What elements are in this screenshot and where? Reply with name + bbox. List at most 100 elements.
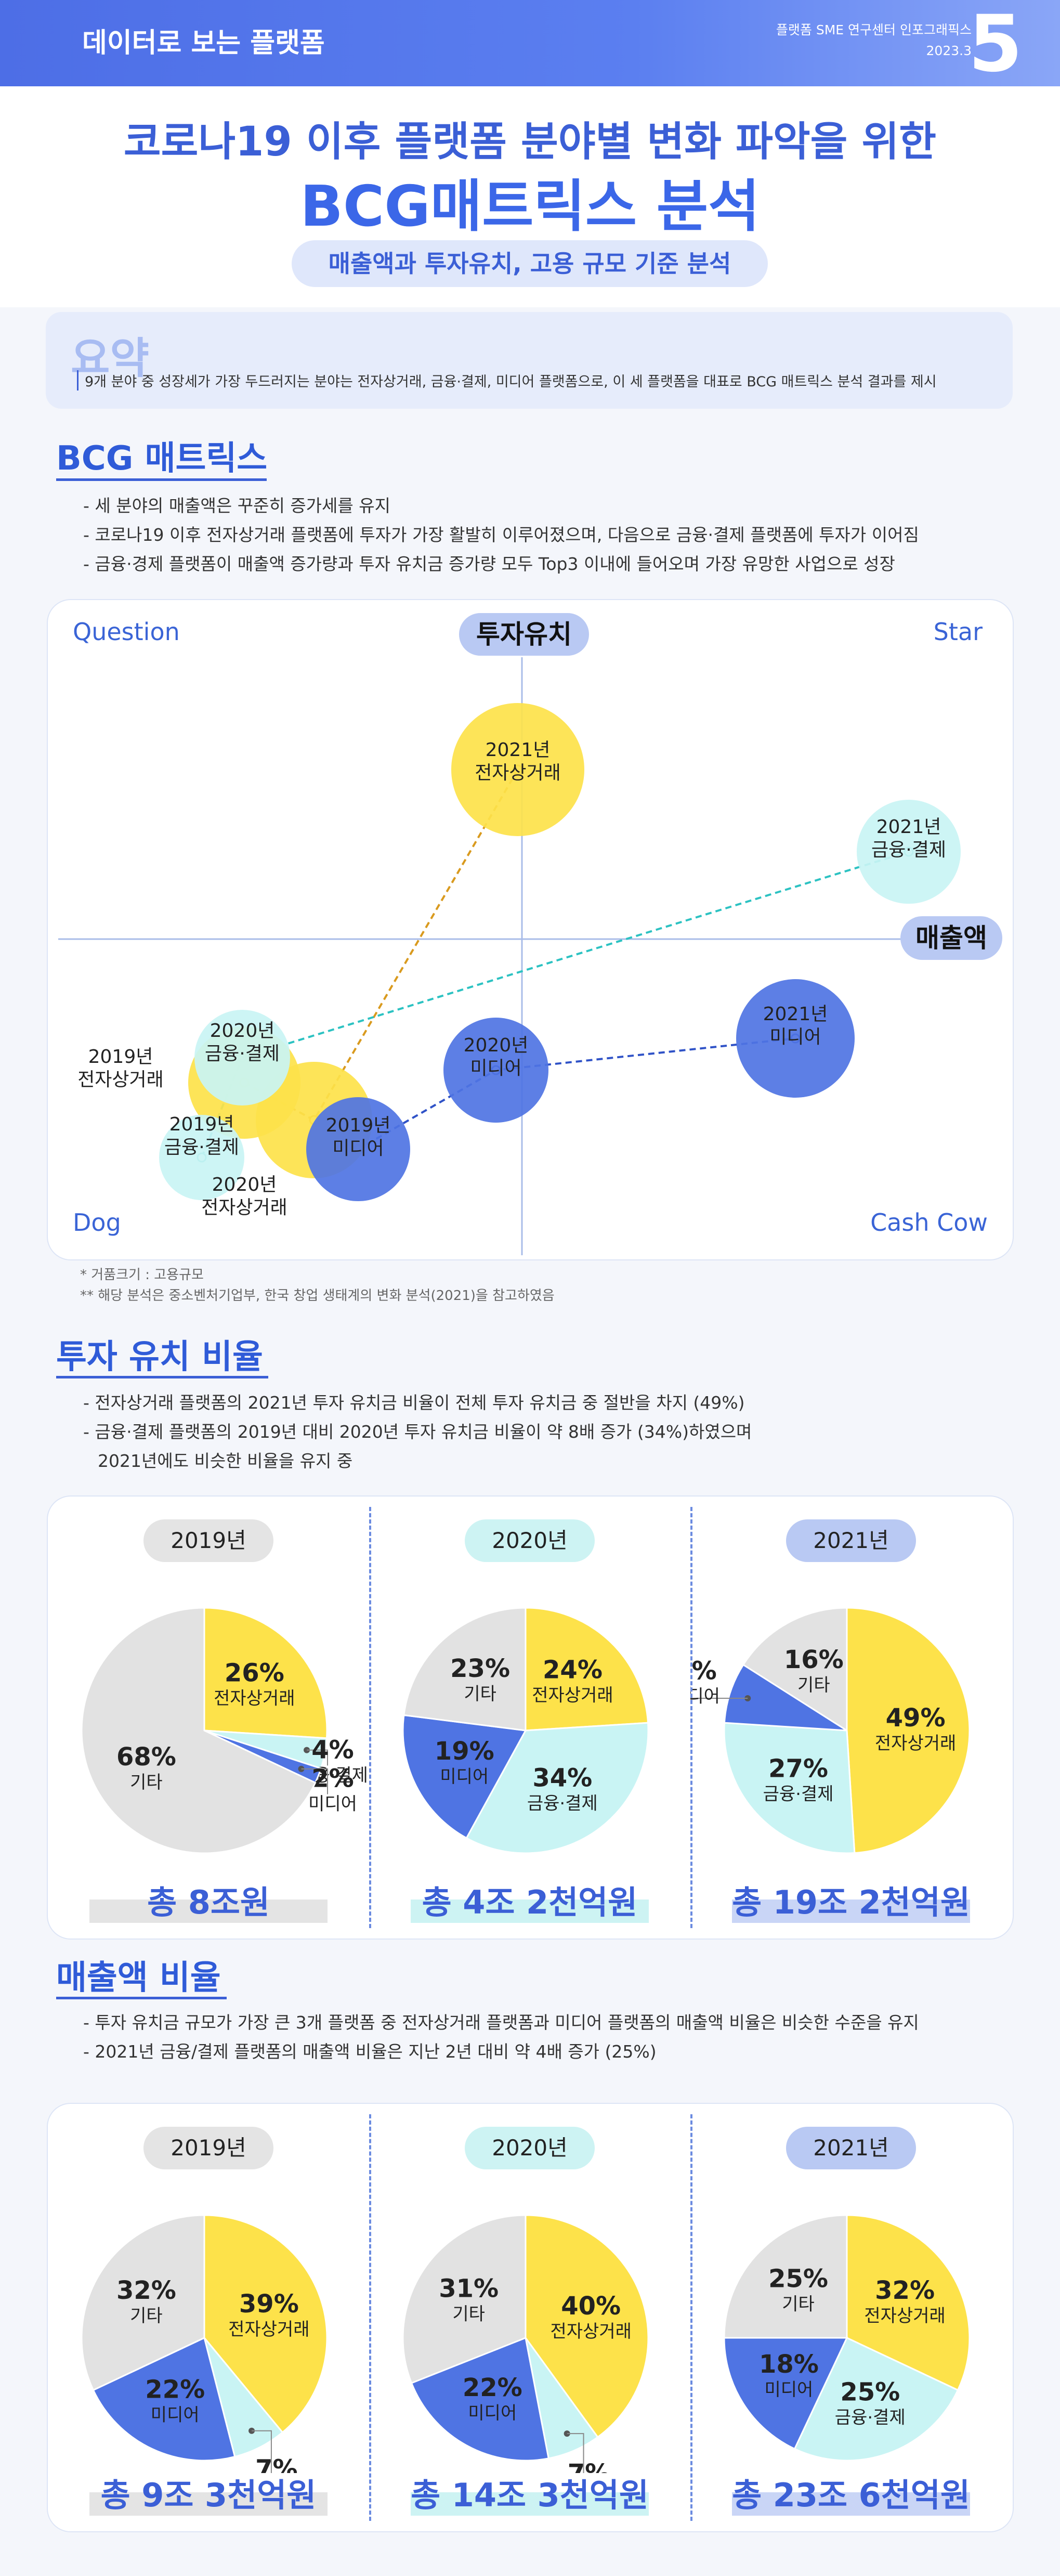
brand-title: 데이터로 보는 플랫폼 <box>82 28 325 59</box>
bubble-finance-2 <box>857 800 961 904</box>
org-info: 플랫폼 SME 연구센터 인포그래픽스 2023.3 <box>776 20 972 61</box>
pie-chart: 24%전자상거래 34%금융·결제 19%미디어 23%기타 <box>402 1607 649 1854</box>
slice-percent: 18% <box>759 2350 819 2379</box>
callout-line <box>301 1768 328 1794</box>
total-amount: 총 23조 6천억원 <box>732 2469 970 2516</box>
total-amount: 총 14조 3천억원 <box>411 2469 649 2516</box>
slice-percent: 32% <box>116 2276 176 2305</box>
pie-slice <box>203 2214 328 2434</box>
bubble-label: 2021년 미디어 <box>763 1004 828 1048</box>
pie-slice <box>403 1607 527 1732</box>
pie-slice <box>525 2214 649 2439</box>
slice-percent: 27% <box>768 1754 828 1783</box>
slice-name: 기타 <box>797 1675 830 1696</box>
slice-percent: 32% <box>875 2276 935 2305</box>
sales-title-underline <box>56 1997 227 1999</box>
slice-percent: 34% <box>532 1764 592 1793</box>
slice-name: 금융·결제 <box>835 2407 906 2428</box>
slice-percent: 8% <box>690 1656 717 1685</box>
summary-box: 요약 9개 분야 중 성장세가 가장 두드러지는 분야는 전자상거래, 금융·결… <box>46 312 1013 409</box>
callout-dot <box>564 2430 570 2437</box>
callout-line <box>690 1686 748 1699</box>
bubble-media-0 <box>306 1097 410 1201</box>
bubble-label: 2019년 미디어 <box>326 1115 391 1159</box>
bubble-label: 2021년 금융·결제 <box>871 816 946 861</box>
callout-line <box>252 2430 272 2473</box>
invest-bullet: - 전자상거래 플랫폼의 2021년 투자 유치금 비율이 전체 투자 유치금 … <box>83 1393 745 1413</box>
slice-percent: 19% <box>435 1737 494 1766</box>
bcg-chart-card: 2019년 전자상거래 2020년 전자상거래 2021년 전자상거래 2019년 금융·결제… <box>47 599 1014 1260</box>
pie-slice <box>793 2337 959 2462</box>
bcg-bullet: - 금융·경제 플랫폼이 매출액 증가량과 투자 유치금 증가량 모두 Top3… <box>83 554 895 574</box>
slice-name: 전자상거래 <box>532 1685 613 1706</box>
slice-name: 미디어 <box>440 1766 489 1787</box>
issue-number: 5 <box>968 0 1023 89</box>
pie-slice <box>92 2336 236 2462</box>
slice-percent: 40% <box>561 2292 621 2321</box>
column-divider <box>369 1507 371 1928</box>
bubble-ecommerce-2 <box>451 703 584 836</box>
sales-bullet: - 투자 유치금 규모가 가장 큰 3개 플랫폼 중 전자상거래 플랫폼과 미디… <box>83 2012 919 2033</box>
pie-slice <box>723 1663 847 1732</box>
slice-name: 미디어 <box>308 1794 357 1815</box>
slice-name: 전자상거래 <box>875 1733 956 1754</box>
pie-slice <box>723 1722 856 1854</box>
year-pill: 2020년 <box>465 2127 595 2169</box>
slice-percent: 24% <box>543 1656 603 1685</box>
bubble-label: 2019년 금융·결제 <box>164 1114 239 1158</box>
pie-slice <box>525 1607 649 1732</box>
quadrant-dog: Dog <box>73 1208 121 1237</box>
sales-section-title: 매출액 비율 <box>56 1959 221 1997</box>
slice-percent: 25% <box>768 2265 828 2294</box>
slice-name: 전자상거래 <box>214 1688 295 1709</box>
slice-percent: 68% <box>116 1742 176 1772</box>
slice-name: 전자상거래 <box>550 2321 631 2342</box>
quadrant-question: Question <box>73 618 180 646</box>
column-divider <box>690 1507 692 1928</box>
quadrant-cash-cow: Cash Cow <box>870 1208 988 1237</box>
bubble-label: 2021년 전자상거래 <box>475 739 561 784</box>
bubble-label: 2019년 전자상거래 <box>77 1046 164 1090</box>
bubble-finance-0 <box>159 1115 244 1200</box>
bubble-label: 2020년 전자상거래 <box>201 1174 287 1218</box>
invest-section-title: 투자 유치 비율 <box>56 1338 263 1376</box>
note-source: ** 해당 분석은 중소벤처기업부, 한국 창업 생태계의 변화 분석(2021… <box>80 1288 555 1304</box>
slice-percent: 49% <box>886 1703 946 1733</box>
sales-bullets: - 투자 유치금 규모가 가장 큰 3개 플랫폼 중 전자상거래 플랫폼과 미디… <box>83 2008 919 2066</box>
pie-panel-2: 2021년 32% 전자상거래 25% 금융·결제 18% 미디어 25% 기타 총 23조 6천… <box>690 2104 1012 2531</box>
pie-panel-1: 2020년 24% 전자상거래 34% 금융·결제 19% 미디어 23% 기타 총 4조 2천억… <box>369 1497 690 1938</box>
y-axis-label: 투자유치 <box>457 612 591 657</box>
slice-name: 미디어 <box>690 1686 720 1707</box>
pie-slice <box>203 2337 284 2458</box>
note-bubble-size: * 거품크기 : 고용규모 <box>80 1267 204 1283</box>
pie-slice <box>723 2214 848 2339</box>
slice-name: 미디어 <box>468 2403 517 2424</box>
pie-chart: 49%전자상거래 27%금융·결제 8%미디어 16%기타 <box>690 1607 971 1854</box>
page-subtitle: 매출액과 투자유치, 고용 규모 기준 분석 <box>292 240 768 287</box>
pie-slice <box>81 1607 317 1854</box>
page-title-line2: BCG매트릭스 분석 <box>300 174 760 239</box>
slice-percent: 2% <box>311 1764 354 1793</box>
sales-bullet: - 2021년 금융/결제 플랫폼의 매출액 비율은 지난 2년 대비 약 4배… <box>83 2041 657 2062</box>
callout-line <box>307 1749 328 1766</box>
quadrant-star: Star <box>933 618 983 646</box>
slice-name: 전자상거래 <box>228 2319 309 2340</box>
slice-name: 전자상거래 <box>864 2306 945 2326</box>
year-pill: 2020년 <box>465 1519 595 1562</box>
year-pill: 2019년 <box>143 2127 273 2169</box>
pie-slice <box>81 2214 205 2391</box>
pie-slice <box>742 1607 848 1732</box>
org-name: 플랫폼 SME 연구센터 인포그래픽스 <box>776 22 972 37</box>
pie-panel-0: 2019년 26% 전자상거래 4% 금융·결제 2% 미디어 68% 기타 총 8조원 <box>48 1497 369 1938</box>
slice-percent: 23% <box>450 1654 510 1683</box>
pie-slice <box>203 1607 328 1739</box>
invest-bullet: 2021년에도 비슷한 비율을 유지 중 <box>98 1451 353 1471</box>
bubble-label: 2020년 미디어 <box>464 1035 529 1079</box>
bcg-bullet: - 세 분야의 매출액은 꾸준히 증가세를 유지 <box>83 496 390 516</box>
pie-slice <box>402 2214 527 2384</box>
